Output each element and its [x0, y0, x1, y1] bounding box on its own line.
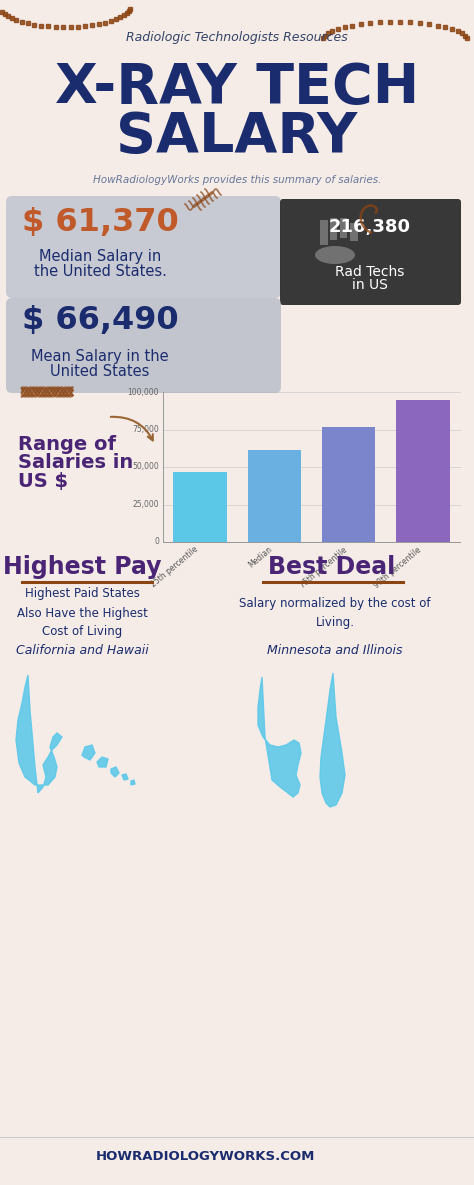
Polygon shape: [16, 675, 62, 793]
Text: United States: United States: [50, 365, 150, 379]
Text: the United States.: the United States.: [34, 264, 166, 280]
Polygon shape: [320, 673, 345, 807]
Text: US $: US $: [18, 472, 68, 491]
Text: Rad Techs: Rad Techs: [335, 265, 405, 278]
Text: Median Salary in: Median Salary in: [39, 250, 161, 264]
Text: HOWRADIOLOGYWORKS.COM: HOWRADIOLOGYWORKS.COM: [95, 1151, 315, 1164]
Text: Highest Paid States
Also Have the Highest
Cost of Living: Highest Paid States Also Have the Highes…: [17, 588, 147, 639]
Bar: [330, 218, 337, 241]
Text: Median: Median: [247, 545, 274, 570]
Text: Mean Salary in the: Mean Salary in the: [31, 350, 169, 365]
Text: 75th percentile: 75th percentile: [298, 545, 348, 590]
Bar: [322, 427, 375, 542]
Text: Salary normalized by the cost of
Living.: Salary normalized by the cost of Living.: [239, 597, 431, 629]
Text: Radiologic Technologists Resources: Radiologic Technologists Resources: [126, 31, 348, 44]
Text: 100,000: 100,000: [128, 387, 159, 397]
FancyBboxPatch shape: [280, 199, 461, 305]
Polygon shape: [258, 677, 301, 798]
Bar: [320, 220, 328, 245]
Polygon shape: [82, 745, 95, 760]
Text: in US: in US: [352, 278, 388, 292]
Text: 216,380: 216,380: [329, 218, 411, 236]
Text: Minnesota and Illinois: Minnesota and Illinois: [267, 645, 403, 658]
Text: 50,000: 50,000: [132, 462, 159, 472]
Bar: [396, 399, 450, 542]
Text: 25th percentile: 25th percentile: [149, 545, 200, 589]
Text: 0: 0: [154, 538, 159, 546]
Bar: [247, 450, 301, 542]
Polygon shape: [131, 780, 135, 784]
Polygon shape: [122, 774, 128, 780]
Text: Salaries in: Salaries in: [18, 454, 133, 473]
Polygon shape: [97, 757, 108, 767]
FancyBboxPatch shape: [6, 297, 281, 393]
Text: X-RAY TECH: X-RAY TECH: [55, 60, 419, 115]
Polygon shape: [111, 767, 119, 777]
Bar: [340, 218, 347, 238]
Text: SALARY: SALARY: [117, 110, 357, 164]
Text: 25,000: 25,000: [132, 500, 159, 510]
Text: 75,000: 75,000: [132, 425, 159, 434]
Bar: [350, 223, 358, 241]
Ellipse shape: [315, 246, 355, 264]
Text: 90th percentile: 90th percentile: [372, 545, 423, 590]
Text: California and Hawaii: California and Hawaii: [16, 645, 148, 658]
Text: Range of: Range of: [18, 436, 116, 455]
FancyBboxPatch shape: [6, 196, 281, 297]
Text: Highest Pay: Highest Pay: [3, 555, 161, 579]
Text: $ 66,490: $ 66,490: [22, 305, 179, 335]
Text: Best Deal: Best Deal: [268, 555, 396, 579]
Text: HowRadiologyWorks provides this summary of salaries.: HowRadiologyWorks provides this summary …: [93, 175, 381, 185]
Bar: [173, 472, 227, 542]
Text: $ 61,370: $ 61,370: [22, 207, 179, 238]
